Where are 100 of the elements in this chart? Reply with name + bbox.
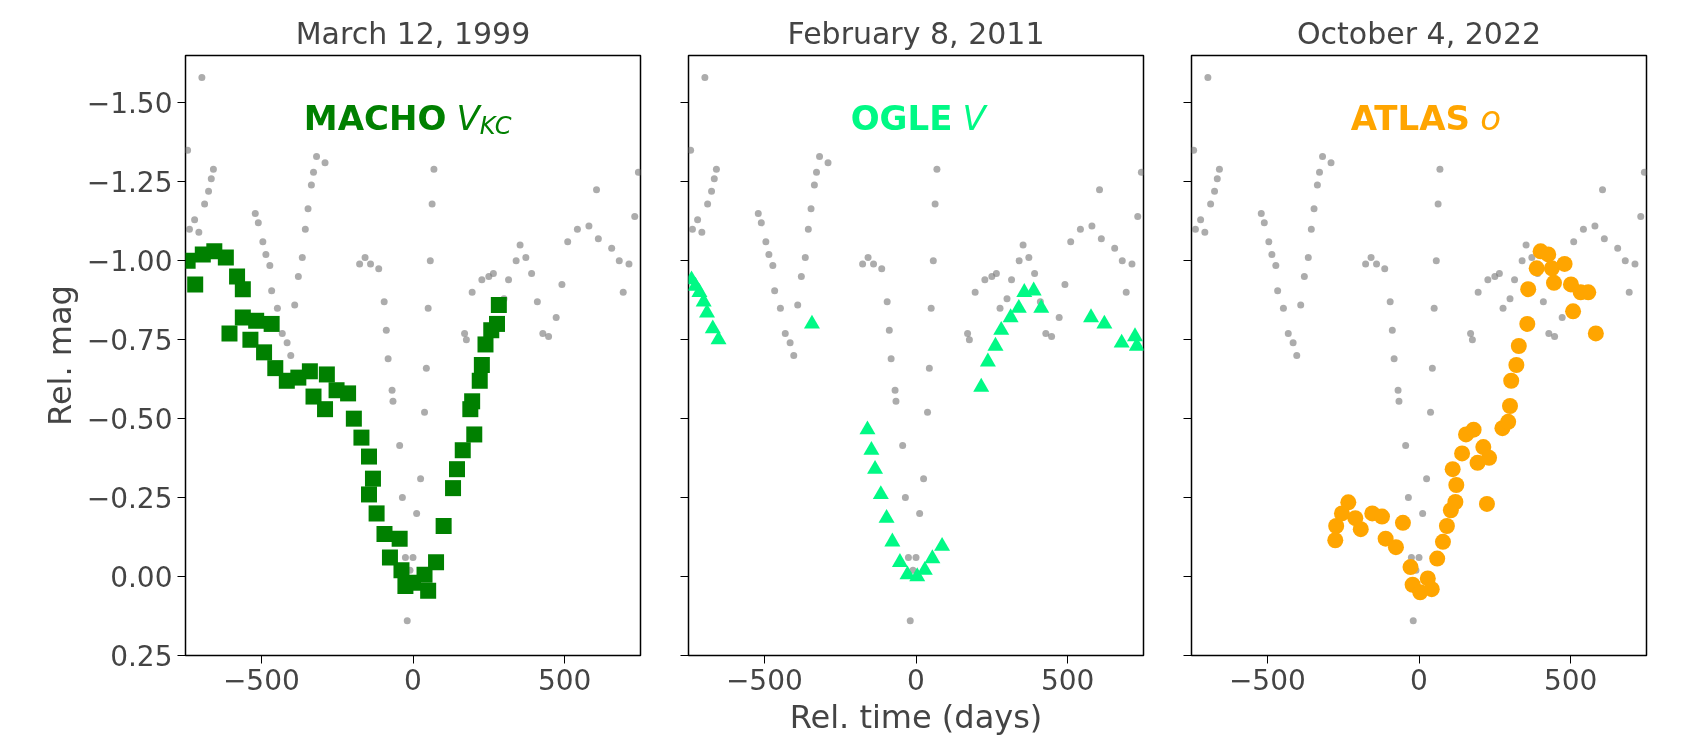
point [376, 525, 393, 542]
point [803, 314, 820, 329]
point [448, 461, 465, 478]
point [489, 315, 506, 332]
point [248, 312, 265, 329]
point [1340, 494, 1357, 511]
point [1448, 476, 1465, 493]
point [863, 441, 880, 455]
text: OGLE V [850, 97, 989, 138]
point [704, 319, 721, 334]
point [884, 532, 901, 547]
point [993, 321, 1010, 335]
x-tick-label: −500 [222, 663, 300, 697]
point [368, 505, 385, 522]
x-tick-label: 0 [404, 663, 422, 697]
point [934, 537, 951, 551]
point [1543, 260, 1560, 277]
point [1373, 508, 1390, 525]
point [1465, 421, 1482, 438]
point [867, 459, 884, 474]
y-axis-title: Rel. mag [40, 285, 79, 426]
point [710, 330, 727, 345]
point [454, 442, 471, 459]
text: ATLAS o [1350, 97, 1502, 138]
point [691, 283, 708, 297]
x-tick-label: 500 [1543, 663, 1598, 697]
x-tick-label: 500 [1040, 663, 1095, 697]
point [1113, 333, 1130, 348]
point [364, 470, 381, 487]
point [234, 281, 251, 298]
point [1033, 298, 1050, 313]
point [471, 372, 488, 389]
x-tick-label: −500 [1228, 663, 1306, 697]
point [1481, 449, 1498, 466]
point [477, 336, 494, 353]
point [393, 562, 410, 579]
y-tick-label: −0.50 [86, 403, 173, 437]
point [859, 420, 876, 435]
point [1002, 308, 1019, 323]
x-tick-label: 0 [1410, 663, 1428, 697]
point [340, 385, 357, 402]
point [420, 582, 437, 599]
point [1434, 533, 1451, 550]
point [256, 344, 273, 361]
point [1519, 315, 1536, 332]
point [1423, 581, 1440, 598]
point [466, 426, 483, 443]
point [1556, 255, 1573, 272]
y-tick-label: 0.25 [110, 640, 173, 673]
x-tick-label: 0 [907, 663, 925, 697]
point [301, 363, 318, 380]
point [987, 336, 1004, 351]
point [381, 549, 398, 566]
point [318, 366, 335, 383]
point [353, 429, 370, 446]
point [1083, 308, 1100, 323]
point [878, 508, 895, 523]
point [267, 360, 284, 377]
point [1545, 274, 1562, 291]
point [1587, 325, 1604, 342]
point [391, 530, 408, 547]
point [317, 401, 334, 418]
point [435, 518, 452, 535]
y-tick-label: −0.25 [86, 482, 173, 516]
point [1528, 260, 1545, 277]
point [1438, 518, 1455, 535]
point [361, 448, 378, 465]
point [1394, 514, 1411, 531]
point [217, 249, 234, 266]
point [1447, 494, 1464, 511]
point [187, 276, 204, 293]
point [1096, 314, 1113, 329]
point [1454, 445, 1471, 462]
point [1540, 246, 1557, 263]
y-tick-label: −1.25 [86, 166, 173, 200]
point [1387, 539, 1404, 556]
point [490, 296, 507, 313]
point [1327, 532, 1344, 549]
point [1444, 461, 1461, 478]
y-tick-label: −1.50 [86, 87, 173, 121]
point [361, 486, 378, 503]
x-tick-label: −500 [725, 663, 803, 697]
point [973, 377, 990, 392]
chart-title: October 4, 2022 [1296, 15, 1542, 51]
point [872, 485, 889, 500]
point [979, 352, 996, 367]
point [242, 331, 259, 348]
point [445, 480, 462, 497]
x-tick-label: 500 [537, 663, 592, 697]
point [221, 325, 238, 342]
point [1520, 281, 1537, 298]
point [891, 553, 908, 567]
point [1010, 298, 1027, 313]
point [1503, 372, 1520, 389]
point [428, 554, 445, 571]
point [464, 393, 481, 410]
point [1328, 518, 1345, 535]
chart-title: March 12, 1999 [295, 15, 531, 51]
point [1402, 559, 1419, 576]
x-axis-title: Rel. time (days) [789, 697, 1043, 736]
